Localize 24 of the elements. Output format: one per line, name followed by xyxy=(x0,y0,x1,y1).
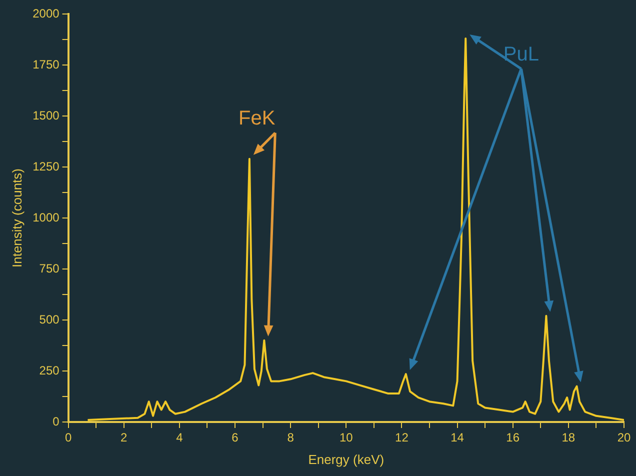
y-tick-label: 1500 xyxy=(32,108,60,122)
y-tick-label: 500 xyxy=(39,312,60,326)
x-tick-label: 6 xyxy=(232,430,239,445)
y-tick-label: 2000 xyxy=(32,6,60,20)
x-tick-label: 0 xyxy=(64,430,72,445)
y-tick-label: 1250 xyxy=(32,159,60,174)
x-tick-label: 8 xyxy=(287,430,294,445)
annotation: FeK xyxy=(238,107,276,130)
y-tick-label: 250 xyxy=(39,363,60,378)
y-tick-label: 750 xyxy=(39,261,60,276)
x-tick-label: 16 xyxy=(506,430,520,445)
y-tick-label: 1750 xyxy=(32,57,60,72)
y-tick-label: 1000 xyxy=(32,210,60,224)
x-axis-title: Energy (keV) xyxy=(308,452,384,467)
y-axis-title: Intensity (counts) xyxy=(9,168,24,268)
annotation: PuL xyxy=(503,43,539,66)
x-tick-label: 12 xyxy=(395,430,409,445)
x-tick-label: 18 xyxy=(562,430,576,445)
x-tick-label: 2 xyxy=(120,430,128,445)
x-tick-label: 4 xyxy=(176,430,184,445)
x-tick-label: 14 xyxy=(450,430,464,445)
x-tick-label: 10 xyxy=(339,430,354,445)
x-tick-label: 20 xyxy=(617,430,631,445)
y-tick-label: 0 xyxy=(52,414,60,428)
